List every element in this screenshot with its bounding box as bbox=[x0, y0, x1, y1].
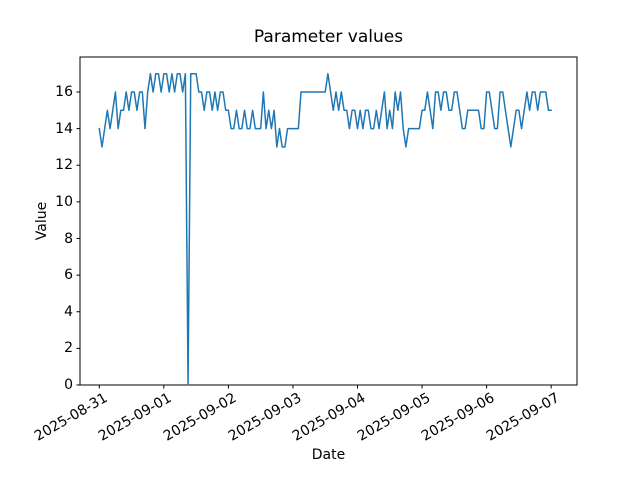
x-axis-label: Date bbox=[311, 447, 346, 463]
y-tick-label: 14 bbox=[55, 120, 73, 137]
y-tick-label: 2 bbox=[64, 340, 73, 357]
y-tick-label: 12 bbox=[55, 157, 73, 174]
axes-frame bbox=[79, 56, 578, 386]
y-tick-label: 16 bbox=[55, 84, 73, 100]
y-tick-label: 0 bbox=[64, 377, 73, 393]
y-tick-label: 8 bbox=[64, 230, 73, 247]
y-tick-label: 10 bbox=[55, 193, 73, 210]
y-tick-label: 4 bbox=[64, 303, 73, 320]
y-tick-label: 6 bbox=[64, 267, 73, 284]
data-line bbox=[98, 72, 552, 386]
chart-title: Parameter values bbox=[253, 27, 404, 47]
y-axis-label: Value bbox=[34, 201, 50, 241]
